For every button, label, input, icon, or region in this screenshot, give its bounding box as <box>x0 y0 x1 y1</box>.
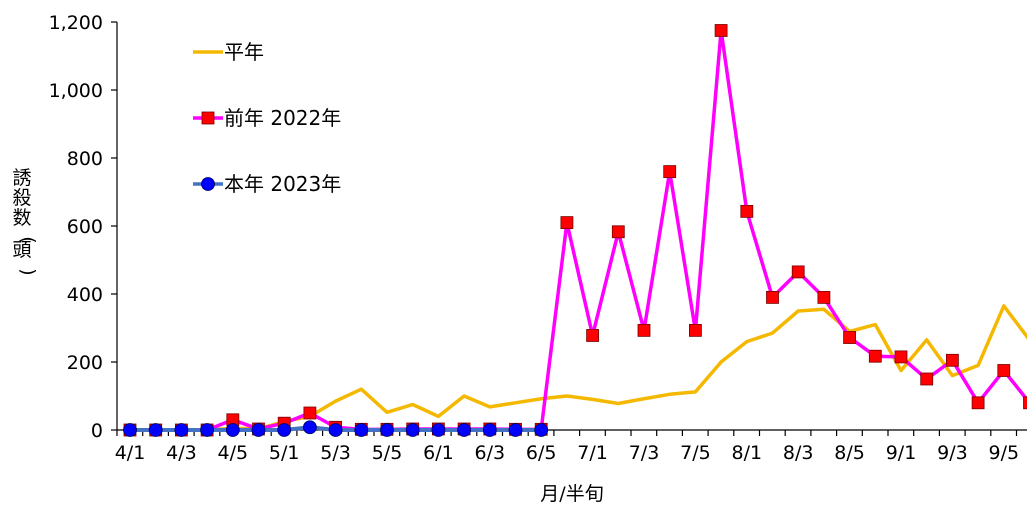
y-tick-label: 600 <box>67 216 103 238</box>
x-tick-label: 5/3 <box>320 442 351 464</box>
series-1 <box>123 24 1027 437</box>
y-tick-label: 800 <box>67 148 103 170</box>
y-tick-label: 1,200 <box>49 12 103 34</box>
data-point <box>405 423 420 437</box>
y-tick-label: 200 <box>67 352 103 374</box>
x-tick-label: 8/5 <box>834 442 865 464</box>
x-tick-label: 8/3 <box>783 442 814 464</box>
data-point <box>431 423 446 437</box>
data-point <box>225 423 240 437</box>
series-group <box>123 24 1027 437</box>
data-point <box>791 265 805 279</box>
data-point <box>148 423 163 437</box>
data-point <box>560 216 574 230</box>
data-point <box>843 331 856 344</box>
x-tick-label: 4/5 <box>218 442 249 464</box>
x-tick-label: 9/1 <box>886 442 917 464</box>
x-tick-label: 6/1 <box>423 442 454 464</box>
x-tick-label: 9/5 <box>989 442 1020 464</box>
data-point <box>1023 396 1027 410</box>
data-point <box>971 396 985 410</box>
y-axis-title-char: 誘 <box>12 167 31 189</box>
data-point <box>663 165 677 179</box>
x-tick-label: 8/1 <box>732 442 763 464</box>
x-tick-label: 7/1 <box>577 442 608 464</box>
y-axis-title-char: ) <box>17 268 39 275</box>
data-point <box>637 323 651 337</box>
legend-entry: 前年 2022年 <box>193 106 341 130</box>
legend-swatch-marker <box>201 111 215 125</box>
data-point <box>766 290 779 304</box>
y-tick-label: 0 <box>91 420 103 442</box>
data-point <box>997 364 1011 377</box>
series-line <box>130 304 1027 432</box>
data-point <box>714 24 728 37</box>
data-point <box>868 349 882 363</box>
x-axis-title: 月/半旬 <box>540 483 603 505</box>
legend-label: 前年 2022年 <box>224 106 341 130</box>
data-point <box>123 423 137 437</box>
data-point <box>380 423 394 437</box>
data-point <box>611 225 625 239</box>
data-point <box>740 204 754 218</box>
y-tick-label: 400 <box>67 284 103 306</box>
data-point <box>200 423 215 437</box>
legend-entry: 本年 2023年 <box>193 172 341 196</box>
data-point <box>354 423 369 437</box>
data-point <box>457 423 472 437</box>
x-tick-label: 5/1 <box>269 442 300 464</box>
x-tick-label: 4/1 <box>115 442 146 464</box>
y-axis-title: 誘殺数 (頭) <box>12 167 39 276</box>
x-tick-label: 6/5 <box>526 442 557 464</box>
y-tick-label: 1,000 <box>49 80 103 102</box>
x-tick-label: 6/3 <box>475 442 506 464</box>
data-point <box>302 420 317 435</box>
x-tick-label: 9/3 <box>937 442 968 464</box>
series-0 <box>130 304 1027 432</box>
x-tick-label: 5/5 <box>372 442 403 464</box>
legend-label: 本年 2023年 <box>224 172 341 196</box>
y-axis-title-char: 数 <box>12 207 31 229</box>
x-tick-label: 4/3 <box>166 442 197 464</box>
data-point <box>894 350 908 364</box>
data-point <box>946 353 959 367</box>
data-point <box>251 423 266 437</box>
y-axis-title-char: ( <box>17 236 39 243</box>
data-point <box>508 423 523 437</box>
data-point <box>303 406 317 420</box>
axes: 0 200 400 600 800 1,000 1,200 4/1 4/3 4/5 5/1 5/3 5/… <box>49 12 1027 464</box>
legend-entry: 平年 <box>193 40 264 64</box>
y-axis-title-char: 殺 <box>12 187 31 209</box>
x-tick-label: 7/5 <box>680 442 711 464</box>
legend-swatch-marker <box>201 177 215 191</box>
data-point <box>534 423 549 437</box>
data-point <box>277 423 292 437</box>
series-2 <box>123 420 549 437</box>
data-point <box>920 372 934 386</box>
data-point <box>689 323 702 337</box>
data-point <box>174 423 189 437</box>
data-point <box>586 329 599 342</box>
data-point <box>817 290 831 304</box>
series-line <box>130 28 1027 432</box>
legend-label: 平年 <box>224 40 264 64</box>
x-tick-label: 7/3 <box>629 442 660 464</box>
y-axis-title-char: 頭 <box>12 239 31 261</box>
data-point <box>482 423 497 437</box>
axis-titles: 月/半旬 誘殺数 (頭) <box>12 167 603 505</box>
data-point <box>328 423 343 437</box>
